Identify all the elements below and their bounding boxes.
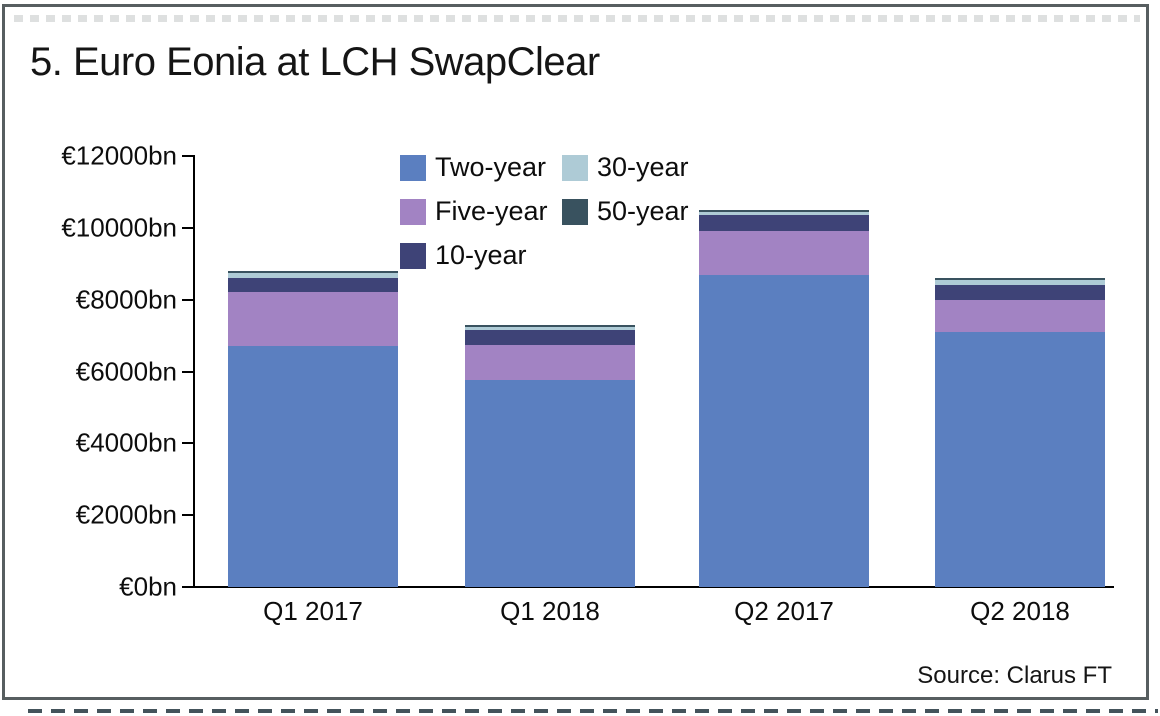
- x-axis-label: Q2 2017: [734, 596, 834, 626]
- x-axis-label: Q1 2018: [500, 596, 600, 626]
- bar-segment-two-year-q2-2018: [935, 331, 1105, 587]
- y-tick-label: €8000bn: [75, 284, 177, 315]
- legend-swatch: [562, 154, 588, 181]
- bar-segment-50-year-q1-2017: [228, 270, 398, 273]
- bar-segment-five-year-q1-2017: [228, 292, 398, 347]
- top-dotted-line: [14, 15, 1140, 22]
- bar-segment-30-year-q2-2018: [935, 279, 1105, 286]
- legend-swatch: [400, 154, 426, 181]
- y-tick-mark: [182, 298, 194, 301]
- y-tick-label: €12000bn: [61, 140, 177, 171]
- bottom-dashed-line: [28, 709, 1158, 713]
- bar-segment-10-year-q2-2017: [699, 215, 869, 232]
- legend-item-50-year: 50-year: [562, 196, 689, 227]
- bar-segment-50-year-q2-2017: [699, 209, 869, 212]
- bar-segment-30-year-q2-2017: [699, 211, 869, 216]
- y-tick-mark: [182, 586, 194, 588]
- y-tick-mark: [182, 155, 194, 157]
- y-tick-mark: [182, 442, 194, 445]
- bar-segment-10-year-q1-2018: [465, 330, 635, 345]
- bar-segment-five-year-q2-2018: [935, 299, 1105, 332]
- bar-segment-five-year-q2-2017: [699, 231, 869, 275]
- bar-segment-five-year-q1-2018: [465, 344, 635, 381]
- y-axis-line: [193, 155, 195, 588]
- legend-swatch: [400, 242, 426, 269]
- bar-segment-30-year-q1-2017: [228, 272, 398, 279]
- legend-label: 10-year: [435, 240, 527, 270]
- bar-segment-10-year-q1-2017: [228, 278, 398, 293]
- y-tick-mark: [182, 514, 194, 517]
- y-tick-label: €6000bn: [75, 356, 177, 386]
- legend-label: Five-year: [435, 196, 548, 226]
- x-axis-line: [193, 586, 1114, 588]
- bar-segment-two-year-q2-2017: [699, 274, 869, 587]
- bar-segment-30-year-q1-2018: [465, 326, 635, 331]
- bar-segment-50-year-q1-2018: [465, 324, 635, 327]
- y-tick-mark: [182, 226, 194, 229]
- legend-swatch: [562, 198, 588, 225]
- bar-segment-10-year-q2-2018: [935, 285, 1105, 300]
- legend-label: 50-year: [597, 196, 689, 226]
- bar-segment-two-year-q1-2017: [228, 346, 398, 587]
- legend-item-30-year: 30-year: [562, 152, 689, 183]
- bar-segment-two-year-q1-2018: [465, 380, 635, 587]
- legend-item-two-year: Two-year: [400, 152, 546, 183]
- x-axis-label: Q1 2017: [263, 596, 363, 626]
- x-axis-label: Q2 2018: [970, 596, 1070, 626]
- legend-item-10-year: 10-year: [400, 240, 527, 271]
- y-tick-label: €4000bn: [75, 427, 177, 458]
- y-tick-mark: [182, 370, 194, 373]
- legend-label: Two-year: [435, 152, 547, 182]
- legend-item-five-year: Five-year: [400, 196, 548, 227]
- legend-label: 30-year: [597, 152, 689, 182]
- y-tick-label: €0bn: [119, 571, 177, 602]
- bar-segment-50-year-q2-2018: [935, 278, 1105, 280]
- chart-title: 5. Euro Eonia at LCH SwapClear: [30, 40, 600, 84]
- y-tick-label: €2000bn: [75, 499, 177, 530]
- source-note: Source: Clarus FT: [917, 662, 1112, 689]
- legend-swatch: [400, 198, 426, 225]
- y-tick-label: €10000bn: [61, 212, 177, 243]
